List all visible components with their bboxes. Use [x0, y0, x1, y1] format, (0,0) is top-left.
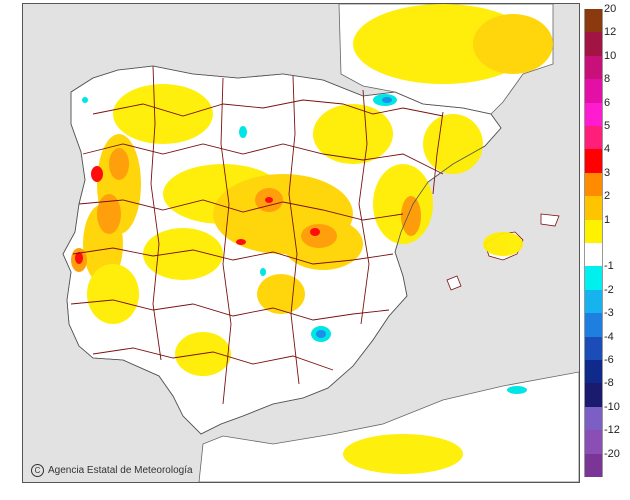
legend-swatch	[584, 406, 603, 431]
legend-label: 12	[604, 26, 617, 39]
credit-line: C Agencia Estatal de Meteorología	[31, 464, 193, 477]
legend-label: 6	[604, 96, 611, 109]
legend-label: -3	[604, 307, 614, 320]
legend-swatch	[584, 243, 603, 267]
legend-swatch	[584, 336, 603, 360]
anomaly-map	[62, 4, 579, 482]
legend-label: 2	[604, 190, 611, 203]
legend-swatch	[584, 430, 603, 454]
legend-swatch	[584, 313, 603, 337]
legend-swatch	[584, 149, 603, 173]
north-africa	[198, 371, 579, 482]
legend-swatch	[584, 9, 603, 33]
legend-swatch	[584, 453, 603, 477]
ibiza	[446, 275, 462, 291]
warm-anomaly-patches	[71, 4, 553, 474]
legend-label: -12	[604, 424, 620, 437]
legend-label: -10	[604, 400, 620, 413]
legend-label: -8	[604, 377, 614, 390]
legend-swatch	[584, 360, 603, 384]
legend-label: -4	[604, 330, 614, 343]
cold-anomaly-patches	[82, 94, 527, 394]
legend-swatch	[584, 196, 603, 220]
region-borders	[70, 65, 444, 405]
menorca	[540, 213, 560, 227]
legend-swatch	[584, 172, 603, 197]
legend-swatch	[584, 219, 603, 243]
map-panel: C Agencia Estatal de Meteorología aemet	[22, 3, 580, 483]
legend-swatch	[584, 289, 603, 314]
credit-text: Agencia Estatal de Meteorología	[48, 465, 193, 476]
legend-label: 5	[604, 120, 611, 132]
legend-label: -1	[604, 260, 614, 273]
legend-swatch	[584, 79, 603, 103]
legend-swatch	[584, 32, 603, 56]
legend-label: 4	[604, 143, 611, 156]
legend-label: 1	[604, 213, 611, 226]
legend-label: -6	[604, 354, 614, 366]
legend-label: 20	[604, 3, 617, 15]
legend-label: -2	[604, 283, 614, 296]
coastline	[62, 65, 502, 435]
legend-swatch	[584, 266, 603, 290]
legend-label: 3	[604, 166, 611, 179]
legend-label: 8	[604, 73, 611, 86]
legend-swatch	[584, 126, 603, 150]
color-legend: 20 12 10 8 6 5 4 3 2 1 -1 -2 -3 -4 -6 -8 -10 -12 -20	[584, 3, 630, 479]
legend-swatch	[584, 383, 603, 407]
aemet-watermark: aemet	[501, 456, 553, 473]
legend-swatch	[584, 55, 603, 80]
legend-swatch	[584, 102, 603, 126]
legend-label: 10	[604, 49, 617, 62]
legend-label: -20	[604, 447, 620, 460]
copyright-icon: C	[31, 464, 44, 477]
